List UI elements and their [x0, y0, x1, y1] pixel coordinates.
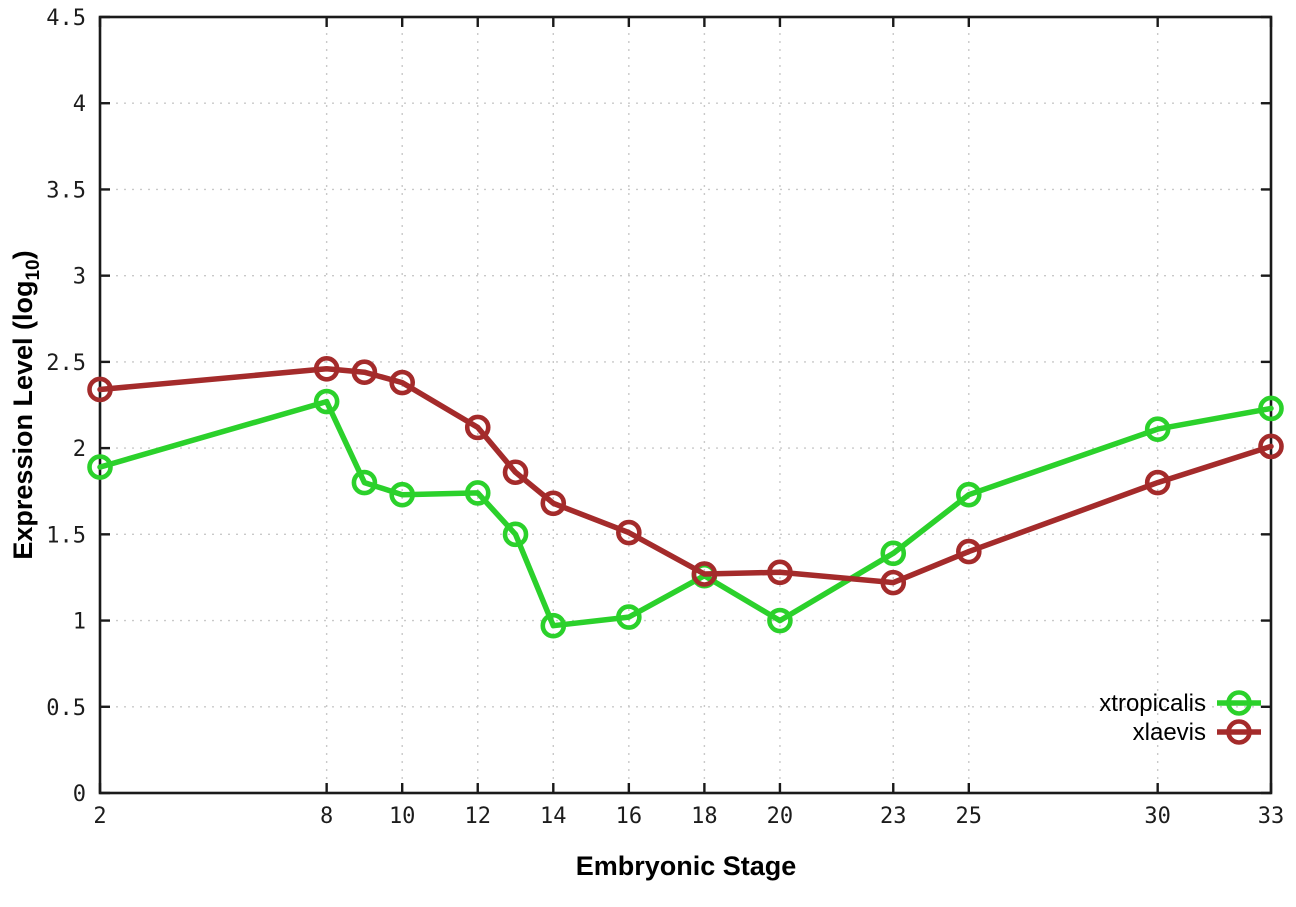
- data-series: [87, 355, 1284, 639]
- data-point-xlaevis: [351, 359, 378, 386]
- data-point-xlaevis: [767, 559, 793, 586]
- data-point-xlaevis: [956, 538, 982, 565]
- y-tick-label: 4: [73, 92, 86, 117]
- data-point-xlaevis: [389, 369, 415, 396]
- data-point-xlaevis: [880, 569, 907, 596]
- data-point-xlaevis: [1144, 469, 1171, 496]
- x-tick-label: 25: [956, 804, 983, 829]
- data-point-xtropicalis: [1144, 416, 1171, 442]
- data-point-xlaevis: [1258, 433, 1284, 460]
- y-tick-label: 1.5: [46, 523, 86, 548]
- data-point-xtropicalis: [880, 540, 907, 567]
- y-tick-label: 4.5: [46, 6, 86, 31]
- data-point-xlaevis: [87, 376, 113, 403]
- data-point-xtropicalis: [464, 480, 491, 506]
- data-point-xtropicalis: [351, 469, 378, 496]
- data-point-xtropicalis: [313, 388, 340, 415]
- y-axis-title: Expression Level (log10): [8, 250, 44, 559]
- legend-label-xlaevis: xlaevis: [1133, 719, 1206, 746]
- y-tick-label: 3.5: [46, 178, 86, 203]
- y-tick-label: 3: [73, 265, 86, 290]
- axes: [98, 15, 1273, 795]
- y-tick-label: 0.5: [46, 696, 86, 721]
- legend-marker-xtropicalis: [1226, 690, 1252, 716]
- x-tick-label: 30: [1144, 804, 1171, 829]
- data-point-xtropicalis: [616, 604, 642, 630]
- x-tick-label: 20: [767, 804, 794, 829]
- data-point-xtropicalis: [389, 481, 415, 508]
- data-point-xlaevis: [691, 561, 718, 587]
- data-point-xtropicalis: [502, 521, 529, 548]
- legend-marker-xlaevis: [1226, 719, 1252, 745]
- series-line-xtropicalis: [97, 398, 1274, 629]
- series-line-xlaevis: [97, 366, 1274, 586]
- data-point-xlaevis: [464, 414, 491, 441]
- data-point-xlaevis: [616, 519, 642, 546]
- x-tick-label: 12: [464, 804, 491, 829]
- x-tick-label: 33: [1258, 804, 1285, 829]
- data-point-xtropicalis: [1258, 395, 1284, 422]
- data-point-xtropicalis: [767, 607, 793, 634]
- data-point-xtropicalis: [87, 454, 113, 480]
- data-point-xtropicalis: [956, 481, 982, 508]
- y-tick-label: 2.5: [46, 351, 86, 376]
- data-point-xlaevis: [502, 459, 529, 486]
- x-tick-label: 23: [880, 804, 907, 829]
- y-tick-label: 2: [73, 437, 86, 462]
- x-tick-label: 18: [691, 804, 718, 829]
- x-tick-label: 16: [616, 804, 643, 829]
- x-tick-label: 2: [93, 804, 106, 829]
- gridlines: [100, 16, 1271, 793]
- x-axis-title: Embryonic Stage: [576, 851, 797, 881]
- legend-label-xtropicalis: xtropicalis: [1099, 690, 1206, 717]
- data-point-xtropicalis: [540, 612, 567, 639]
- data-point-xlaevis: [313, 355, 340, 382]
- tick-labels: 2 8 10 12 14 16 18 20 23 25 30 33 0 0.5 1 1.5 2 2.5 3 3.5 4 4…: [46, 6, 1284, 829]
- x-tick-label: 8: [320, 804, 333, 829]
- plot-border: [98, 15, 1273, 795]
- data-point-xlaevis: [540, 490, 567, 517]
- x-tick-label: 14: [540, 804, 567, 829]
- y-tick-label: 0: [73, 782, 86, 807]
- y-tick-label: 1: [73, 610, 86, 635]
- x-tick-label: 10: [389, 804, 416, 829]
